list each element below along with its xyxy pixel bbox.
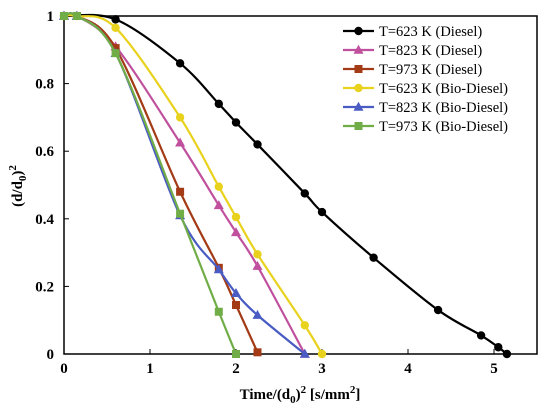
- data-point: [175, 59, 185, 68]
- legend-label: T=623 K (Diesel): [379, 24, 482, 40]
- data-point: [253, 140, 262, 149]
- data-point: [72, 12, 81, 20]
- legend-label: T=823 K (Diesel): [379, 43, 482, 59]
- x-axis-title-sup2: 2: [350, 384, 356, 396]
- data-point: [300, 321, 309, 330]
- data-point: [176, 187, 185, 196]
- legend-label: T=823 K (Bio-Diesel): [379, 100, 508, 116]
- data-point: [369, 253, 378, 262]
- y-axis-title: (d/d0)2: [7, 165, 29, 207]
- legend: T=623 K (Diesel) T=823 K (Diesel) T=973 K …: [343, 24, 508, 135]
- data-point: [213, 264, 224, 274]
- y-tick-label: 0.6: [35, 144, 54, 160]
- legend-marker: [354, 26, 363, 36]
- data-point: [111, 49, 120, 58]
- data-point: [317, 207, 327, 217]
- legend-item: T=623 K (Bio-Diesel): [343, 81, 508, 97]
- series-layer: [59, 10, 512, 359]
- data-point: [111, 23, 120, 33]
- legend-marker: [353, 44, 364, 54]
- legend-item: T=623 K (Diesel): [343, 24, 482, 40]
- data-point: [60, 12, 68, 20]
- data-point: [300, 189, 309, 198]
- data-point: [213, 200, 224, 210]
- legend-marker: [353, 101, 364, 111]
- x-tick-label: 0: [60, 361, 68, 377]
- x-tick-label: 4: [404, 361, 412, 377]
- x-axis-ticks: 0 1 2 3 4 5: [60, 349, 498, 377]
- data-point: [232, 350, 240, 358]
- data-point: [214, 99, 223, 109]
- x-axis-title-part-c: [s/mm: [306, 387, 350, 403]
- data-point: [214, 182, 223, 191]
- data-point: [231, 287, 241, 297]
- legend-label: T=623 K (Bio-Diesel): [379, 81, 508, 97]
- y-axis-title-part-a: (d/d: [10, 180, 26, 207]
- data-point: [253, 250, 262, 259]
- plot-area: [63, 15, 538, 355]
- x-axis-title: Time/(d0)2 [s/mm2]: [240, 384, 361, 406]
- series-6: [60, 12, 240, 358]
- data-point: [252, 309, 263, 319]
- data-point: [433, 305, 443, 315]
- data-point: [231, 118, 241, 127]
- y-axis-title-sub: 0: [17, 175, 29, 181]
- data-point: [232, 300, 240, 309]
- data-point: [494, 343, 503, 352]
- legend-label: T=973 K (Bio-Diesel): [379, 119, 508, 135]
- data-point: [299, 348, 310, 358]
- y-tick-label: 0.8: [35, 77, 54, 93]
- data-point: [175, 137, 186, 147]
- data-point: [317, 349, 327, 359]
- y-axis-title-sup: 2: [7, 165, 19, 171]
- legend-item: T=823 K (Bio-Diesel): [343, 100, 508, 116]
- series-1: [59, 11, 512, 359]
- x-tick-label: 1: [146, 361, 154, 377]
- data-point: [176, 209, 185, 218]
- data-point: [502, 349, 512, 359]
- data-point: [231, 227, 241, 237]
- legend-marker: [354, 65, 363, 73]
- y-tick-label: 1: [47, 9, 55, 25]
- x-axis-title-sub: 0: [290, 394, 296, 406]
- y-axis-title-part-b: ): [10, 171, 26, 176]
- data-point: [231, 212, 241, 222]
- y-tick-label: 0: [47, 347, 55, 363]
- x-axis-title-sup: 2: [301, 384, 307, 396]
- data-point: [253, 348, 262, 357]
- data-point: [252, 260, 263, 270]
- legend-marker: [354, 83, 363, 93]
- data-point: [175, 113, 185, 122]
- x-axis-title-part-a: Time/(d: [240, 387, 291, 403]
- data-point: [111, 15, 120, 24]
- x-tick-label: 3: [318, 361, 326, 377]
- legend-item: T=823 K (Diesel): [343, 43, 482, 59]
- x-tick-label: 5: [490, 361, 498, 377]
- legend-label: T=973 K (Diesel): [379, 62, 482, 78]
- data-point: [476, 331, 486, 340]
- legend-item: T=973 K (Bio-Diesel): [343, 119, 508, 135]
- y-tick-label: 0.2: [35, 279, 54, 295]
- x-axis-title-part-d: ]: [355, 387, 360, 403]
- legend-item: T=973 K (Diesel): [343, 62, 482, 78]
- y-tick-label: 0.4: [35, 212, 54, 228]
- x-axis-title-part-b: ): [296, 387, 301, 403]
- y-axis-ticks: 0 0.2 0.4 0.6 0.8 1: [35, 9, 69, 363]
- data-point: [214, 307, 223, 316]
- legend-marker: [354, 122, 363, 130]
- x-tick-label: 2: [232, 361, 240, 377]
